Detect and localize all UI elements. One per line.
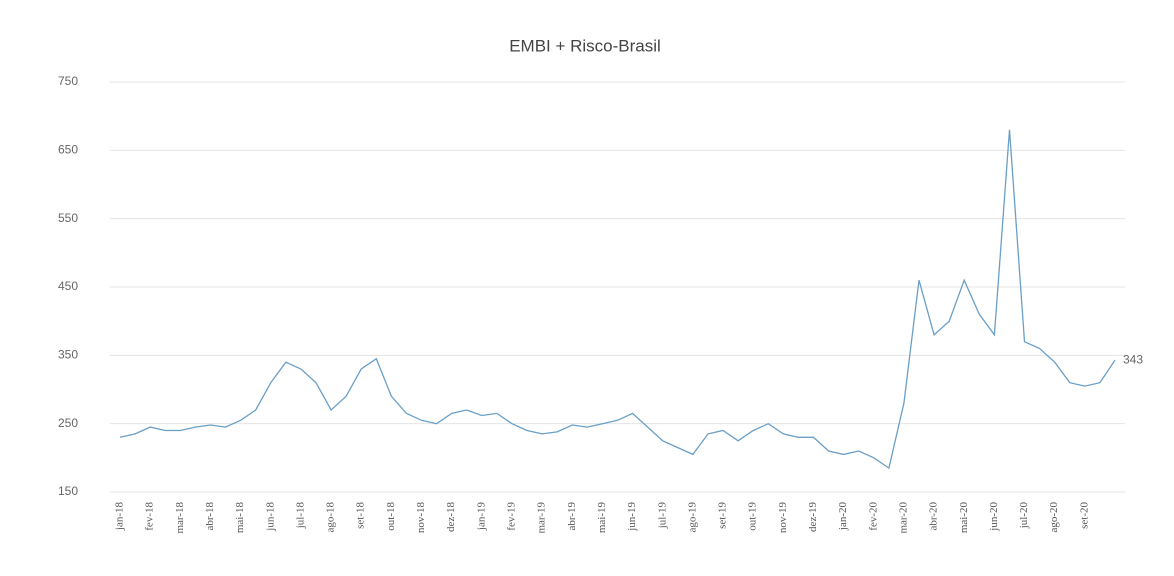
x-tick-label: nov-18 (415, 502, 427, 534)
x-tick-label: mar-18 (174, 502, 186, 534)
x-tick-label: jun-18 (264, 502, 276, 532)
y-tick-label: 350 (58, 348, 78, 362)
x-tick-label: mai-20 (958, 502, 970, 534)
x-tick-label: abr-18 (204, 502, 216, 531)
x-tick-label: set-18 (355, 502, 367, 529)
y-tick-label: 450 (58, 279, 78, 293)
x-tick-label: abr-19 (566, 502, 578, 531)
x-tick-label: nov-19 (777, 502, 789, 534)
x-tick-label: jan-19 (475, 502, 487, 532)
x-tick-label: dez-19 (807, 502, 819, 532)
y-tick-label: 750 (58, 74, 78, 88)
y-tick-label: 150 (58, 484, 78, 498)
x-tick-label: jul-19 (656, 502, 668, 530)
x-tick-label: ago-19 (686, 502, 698, 533)
x-tick-label: ago-20 (1048, 502, 1060, 533)
x-tick-label: dez-18 (445, 502, 457, 532)
x-tick-label: mai-18 (234, 502, 246, 534)
x-tick-label: jan-18 (114, 502, 126, 532)
x-tick-label: set-19 (717, 502, 729, 529)
y-tick-label: 250 (58, 416, 78, 430)
y-tick-label: 650 (58, 143, 78, 157)
x-tick-label: jan-20 (837, 502, 849, 532)
x-tick-label: abr-20 (928, 502, 940, 531)
x-tick-label: jun-20 (988, 502, 1000, 532)
x-tick-label: jul-18 (294, 502, 306, 530)
x-tick-label: mar-19 (536, 502, 548, 534)
x-tick-label: out-19 (747, 502, 759, 531)
x-tick-label: mar-20 (897, 502, 909, 534)
data-label: 343 (1123, 352, 1143, 366)
x-tick-label: fev-20 (867, 502, 879, 531)
x-tick-label: jun-19 (626, 502, 638, 532)
x-tick-label: set-20 (1078, 502, 1090, 529)
y-tick-label: 550 (58, 211, 78, 225)
x-tick-label: out-18 (385, 502, 397, 531)
data-line (119, 129, 1116, 470)
x-tick-label: jul-20 (1018, 502, 1030, 530)
x-tick-label: mai-19 (596, 502, 608, 534)
x-tick-label: fev-19 (506, 502, 518, 531)
chart-title: EMBI + Risco-Brasil (509, 36, 661, 55)
x-tick-label: ago-18 (325, 502, 337, 533)
x-tick-label: fev-18 (144, 502, 156, 531)
